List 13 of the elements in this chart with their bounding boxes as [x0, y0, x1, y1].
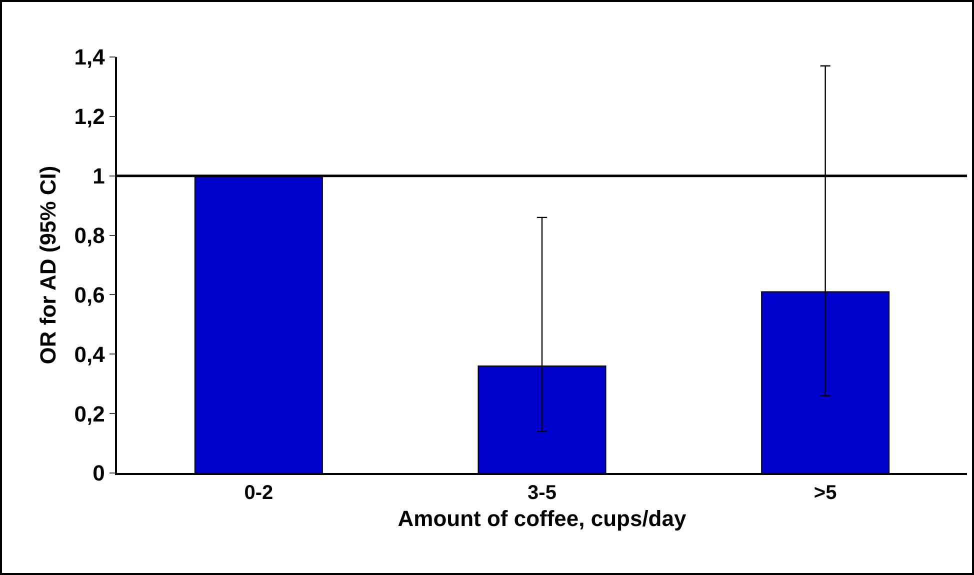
y-tick-label: 1,2 [74, 104, 105, 130]
x-tick-label: 3-5 [528, 482, 556, 504]
y-tick-label: 0 [92, 460, 105, 486]
y-axis-title: OR for AD (95% CI) [36, 166, 61, 364]
y-tick-label: 1 [92, 164, 105, 189]
x-axis-title: Amount of coffee, cups/day [398, 506, 687, 532]
y-tick-label: 0,8 [74, 222, 105, 248]
y-tick-label: 0,2 [74, 401, 105, 426]
y-tick-label: 0,6 [74, 282, 105, 308]
y-tick-label: 0,4 [74, 342, 106, 367]
x-tick-label: >5 [814, 482, 837, 504]
y-tick-label: 1,4 [74, 44, 106, 70]
x-tick-label: 0-2 [244, 482, 274, 504]
